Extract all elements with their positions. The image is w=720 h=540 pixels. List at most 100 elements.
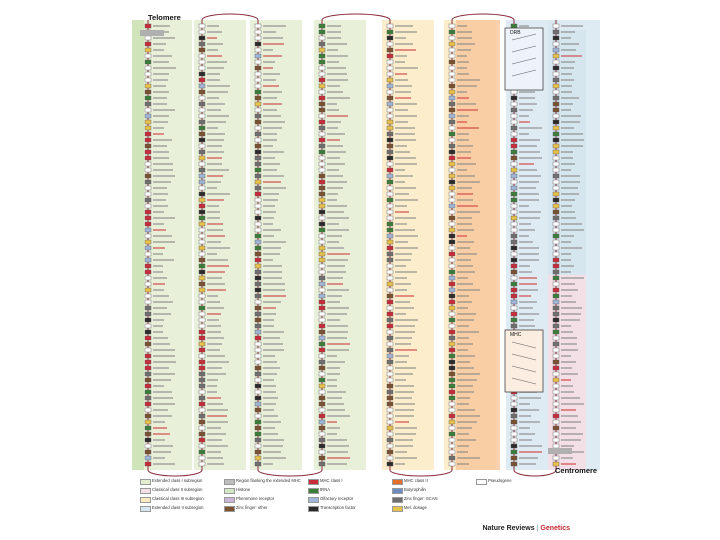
gene-label-mark (519, 307, 533, 309)
gene-box (254, 347, 262, 353)
gene-label-mark (457, 151, 471, 153)
gene-label-mark (263, 103, 282, 105)
gene-box (386, 47, 394, 53)
gene-label-mark (457, 259, 471, 261)
gene-box (254, 59, 262, 65)
gene-label-mark (207, 247, 230, 249)
gene-label-mark (153, 103, 167, 105)
gene-label-mark (395, 25, 413, 27)
gene-label-mark (207, 445, 228, 447)
gene-label-mark (395, 217, 416, 219)
gene-box (552, 173, 560, 179)
gene-box (552, 383, 560, 389)
gene-box (552, 35, 560, 41)
gene-box (254, 221, 262, 227)
gene-box (254, 173, 262, 179)
gene-label-mark (519, 319, 534, 321)
gene-label-mark (561, 427, 576, 429)
gene-label-mark (457, 301, 472, 303)
gene-box (254, 269, 262, 275)
gene-label-mark (153, 241, 175, 243)
gene-box (254, 83, 262, 89)
gene-label-mark (395, 43, 413, 45)
gene-box (318, 83, 326, 89)
gene-label-mark (519, 133, 529, 135)
gene-label-mark (457, 115, 469, 117)
gene-label-mark (207, 121, 226, 123)
gene-label-mark (519, 193, 539, 195)
gene-box (552, 95, 560, 101)
gene-box (254, 281, 262, 287)
gene-box (144, 197, 152, 203)
gene-label-mark (153, 145, 167, 147)
gene-box (510, 293, 518, 299)
gene-box (144, 281, 152, 287)
gene-label-mark (457, 157, 471, 159)
track-connector (201, 13, 259, 21)
gene-box (386, 347, 394, 353)
gene-box (552, 275, 560, 281)
gene-box (448, 35, 456, 41)
gene-label-mark (457, 283, 473, 285)
legend-swatch (308, 479, 319, 485)
gene-label-mark (561, 367, 572, 369)
gene-label-mark (395, 97, 411, 99)
gene-box (318, 185, 326, 191)
gene-label-mark (327, 31, 341, 33)
gene-box (144, 329, 152, 335)
gene-label-mark (153, 85, 166, 87)
zoom-box-bottom-label: MHC (510, 332, 522, 338)
gene-box (318, 287, 326, 293)
gene-box (510, 245, 518, 251)
gene-box (552, 179, 560, 185)
gene-label-mark (153, 37, 175, 39)
gene-box (144, 359, 152, 365)
gene-box (386, 401, 394, 407)
gene-box (552, 65, 560, 71)
gene-box (386, 425, 394, 431)
gene-label-mark (263, 319, 274, 321)
gene-box (254, 41, 262, 47)
gene-box (448, 77, 456, 83)
gene-label-mark (561, 79, 574, 81)
gene-box (448, 461, 456, 467)
gene-box (144, 245, 152, 251)
gene-box (144, 275, 152, 281)
legend-swatch (308, 506, 319, 512)
gene-label-mark (207, 55, 222, 57)
legend-label: Classical class III subregion (152, 496, 204, 501)
gene-box (144, 377, 152, 383)
gene-label-mark (561, 205, 572, 207)
gene-label-mark (153, 307, 167, 309)
gene-box (318, 383, 326, 389)
gene-label-mark (457, 451, 468, 453)
gene-box (386, 77, 394, 83)
gene-label-mark (395, 403, 415, 405)
gene-box (198, 221, 206, 227)
gene-label-mark (395, 229, 415, 231)
gene-label-mark (263, 241, 286, 243)
gene-box (386, 143, 394, 149)
gene-box (386, 377, 394, 383)
gene-label-mark (207, 109, 221, 111)
gene-label-mark (561, 97, 579, 99)
gene-box (552, 215, 560, 221)
gene-box (144, 149, 152, 155)
gene-label-mark (153, 247, 165, 249)
gene-label-mark (327, 331, 348, 333)
gene-label-mark (395, 277, 407, 279)
gene-box (318, 371, 326, 377)
gene-label-mark (327, 163, 345, 165)
gene-label-mark (207, 151, 224, 153)
gene-box (144, 251, 152, 257)
gene-label-mark (153, 127, 164, 129)
gene-box (552, 119, 560, 125)
gene-box (318, 257, 326, 263)
gene-box (318, 65, 326, 71)
gene-label-mark (561, 463, 576, 465)
gene-box (510, 275, 518, 281)
gene-label-mark (395, 373, 413, 375)
gene-box (448, 71, 456, 77)
track-connector (321, 13, 391, 21)
gene-box (254, 209, 262, 215)
